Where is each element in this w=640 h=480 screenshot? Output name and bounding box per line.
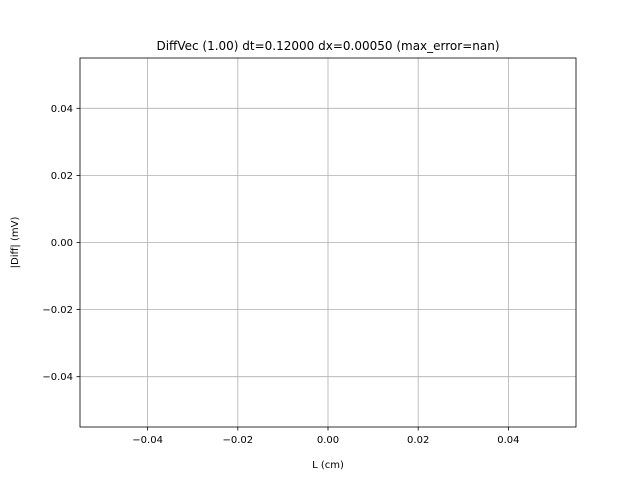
y-tick-label: −0.04 <box>42 372 73 383</box>
grid <box>80 58 576 427</box>
x-axis: −0.04 −0.02 0.00 0.02 0.04 <box>132 427 519 446</box>
x-tick-label: −0.02 <box>222 435 253 446</box>
y-tick-label: 0.02 <box>51 171 73 182</box>
chart-title: DiffVec (1.00) dt=0.12000 dx=0.00050 (ma… <box>156 39 499 53</box>
x-tick-label: −0.04 <box>132 435 163 446</box>
y-tick-label: 0.04 <box>51 104 73 115</box>
y-axis-label: |Diff| (mV) <box>10 217 21 269</box>
x-tick-label: 0.04 <box>497 435 519 446</box>
x-tick-label: 0.02 <box>407 435 429 446</box>
y-axis: −0.04 −0.02 0.00 0.02 0.04 <box>42 104 80 383</box>
y-tick-label: 0.00 <box>51 238 73 249</box>
x-axis-label: L (cm) <box>312 460 344 471</box>
x-tick-label: 0.00 <box>317 435 339 446</box>
y-tick-label: −0.02 <box>42 305 73 316</box>
